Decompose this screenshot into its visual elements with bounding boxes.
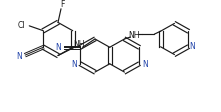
Text: N: N [189,42,195,51]
Text: N: N [16,53,22,61]
Text: F: F [60,0,64,9]
Text: NH: NH [73,40,84,49]
Text: NH: NH [129,31,140,40]
Text: N: N [72,60,77,69]
Text: N: N [142,60,148,69]
Text: Cl: Cl [17,21,25,30]
Text: N: N [55,43,61,52]
